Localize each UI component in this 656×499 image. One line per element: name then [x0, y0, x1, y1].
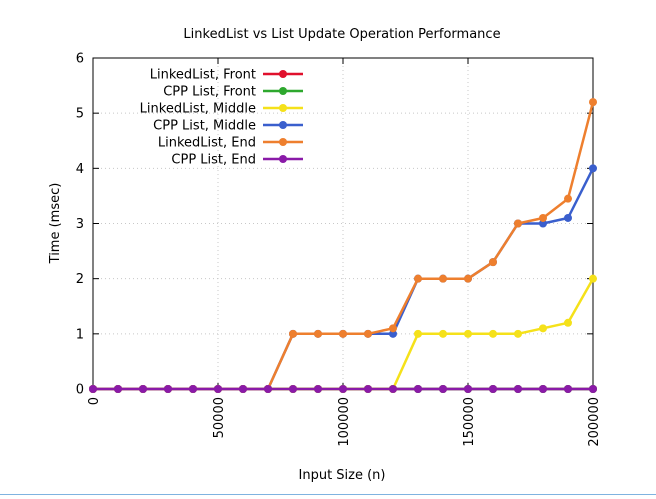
data-point [539, 213, 547, 222]
y-tick-label: 0 [76, 383, 84, 398]
data-point [439, 274, 447, 283]
x-tick-label: 100000 [337, 397, 352, 447]
legend-label: LinkedList, Middle [140, 102, 256, 117]
data-point [564, 318, 572, 327]
data-point [364, 329, 372, 338]
legend-marker [279, 121, 287, 129]
data-point [414, 329, 422, 338]
legend-marker [279, 87, 287, 95]
bottom-rule [0, 494, 656, 495]
data-point [414, 385, 422, 393]
legend-marker [279, 104, 287, 112]
data-point [514, 385, 522, 393]
x-tick-label: 50000 [212, 397, 227, 438]
series-layer [89, 98, 597, 393]
y-tick-label: 1 [76, 327, 84, 342]
data-point [514, 219, 522, 228]
data-point [564, 194, 572, 203]
data-point [289, 329, 297, 338]
data-point [139, 385, 147, 393]
data-point [464, 385, 472, 393]
legend-label: LinkedList, End [158, 136, 256, 151]
data-point [589, 385, 597, 393]
data-point [89, 385, 97, 393]
data-point [539, 219, 547, 228]
x-axis-label: Input Size (n) [299, 468, 386, 483]
legend-label: CPP List, End [171, 153, 256, 168]
data-point [589, 98, 597, 107]
data-point [414, 274, 422, 283]
data-point [564, 385, 572, 393]
data-point [489, 329, 497, 338]
y-tick-label: 5 [76, 107, 84, 122]
data-point [589, 164, 597, 173]
data-point [439, 329, 447, 338]
legend-label: CPP List, Front [163, 85, 256, 100]
data-point [464, 274, 472, 283]
data-point [389, 329, 397, 338]
x-tick-label: 150000 [462, 397, 477, 447]
data-point [214, 385, 222, 393]
data-point [314, 385, 322, 393]
legend-label: LinkedList, Front [150, 68, 256, 83]
x-tick-label: 0 [87, 397, 102, 405]
data-point [489, 385, 497, 393]
data-point [564, 213, 572, 222]
data-point [539, 385, 547, 393]
data-point [164, 385, 172, 393]
y-axis-label: Time (msec) [48, 183, 63, 265]
data-point [239, 385, 247, 393]
axis-ticks: 0 1 2 3 4 5 6 0 50000 100000 150000 200000 [76, 52, 602, 447]
y-tick-label: 3 [76, 217, 84, 232]
data-point [464, 329, 472, 338]
data-point [339, 385, 347, 393]
data-point [114, 385, 122, 393]
data-point [289, 385, 297, 393]
chart-title: LinkedList vs List Update Operation Perf… [183, 27, 500, 42]
series-group [89, 385, 597, 393]
data-point [539, 324, 547, 333]
data-point [364, 385, 372, 393]
data-point [189, 385, 197, 393]
y-tick-label: 2 [76, 272, 84, 287]
legend-marker [279, 155, 287, 163]
data-point [339, 329, 347, 338]
legend: LinkedList, Front CPP List, Front LinkedLi… [140, 68, 303, 168]
data-point [589, 274, 597, 283]
legend-marker [279, 70, 287, 78]
data-point [514, 329, 522, 338]
x-tick-label: 200000 [587, 397, 602, 447]
y-tick-label: 6 [76, 52, 84, 67]
data-point [389, 385, 397, 393]
legend-label: CPP List, Middle [153, 119, 256, 134]
data-point [439, 385, 447, 393]
y-tick-label: 4 [76, 162, 84, 177]
legend-marker [279, 138, 287, 146]
data-point [314, 329, 322, 338]
data-point [389, 324, 397, 333]
data-point [489, 258, 497, 267]
data-point [264, 385, 272, 393]
